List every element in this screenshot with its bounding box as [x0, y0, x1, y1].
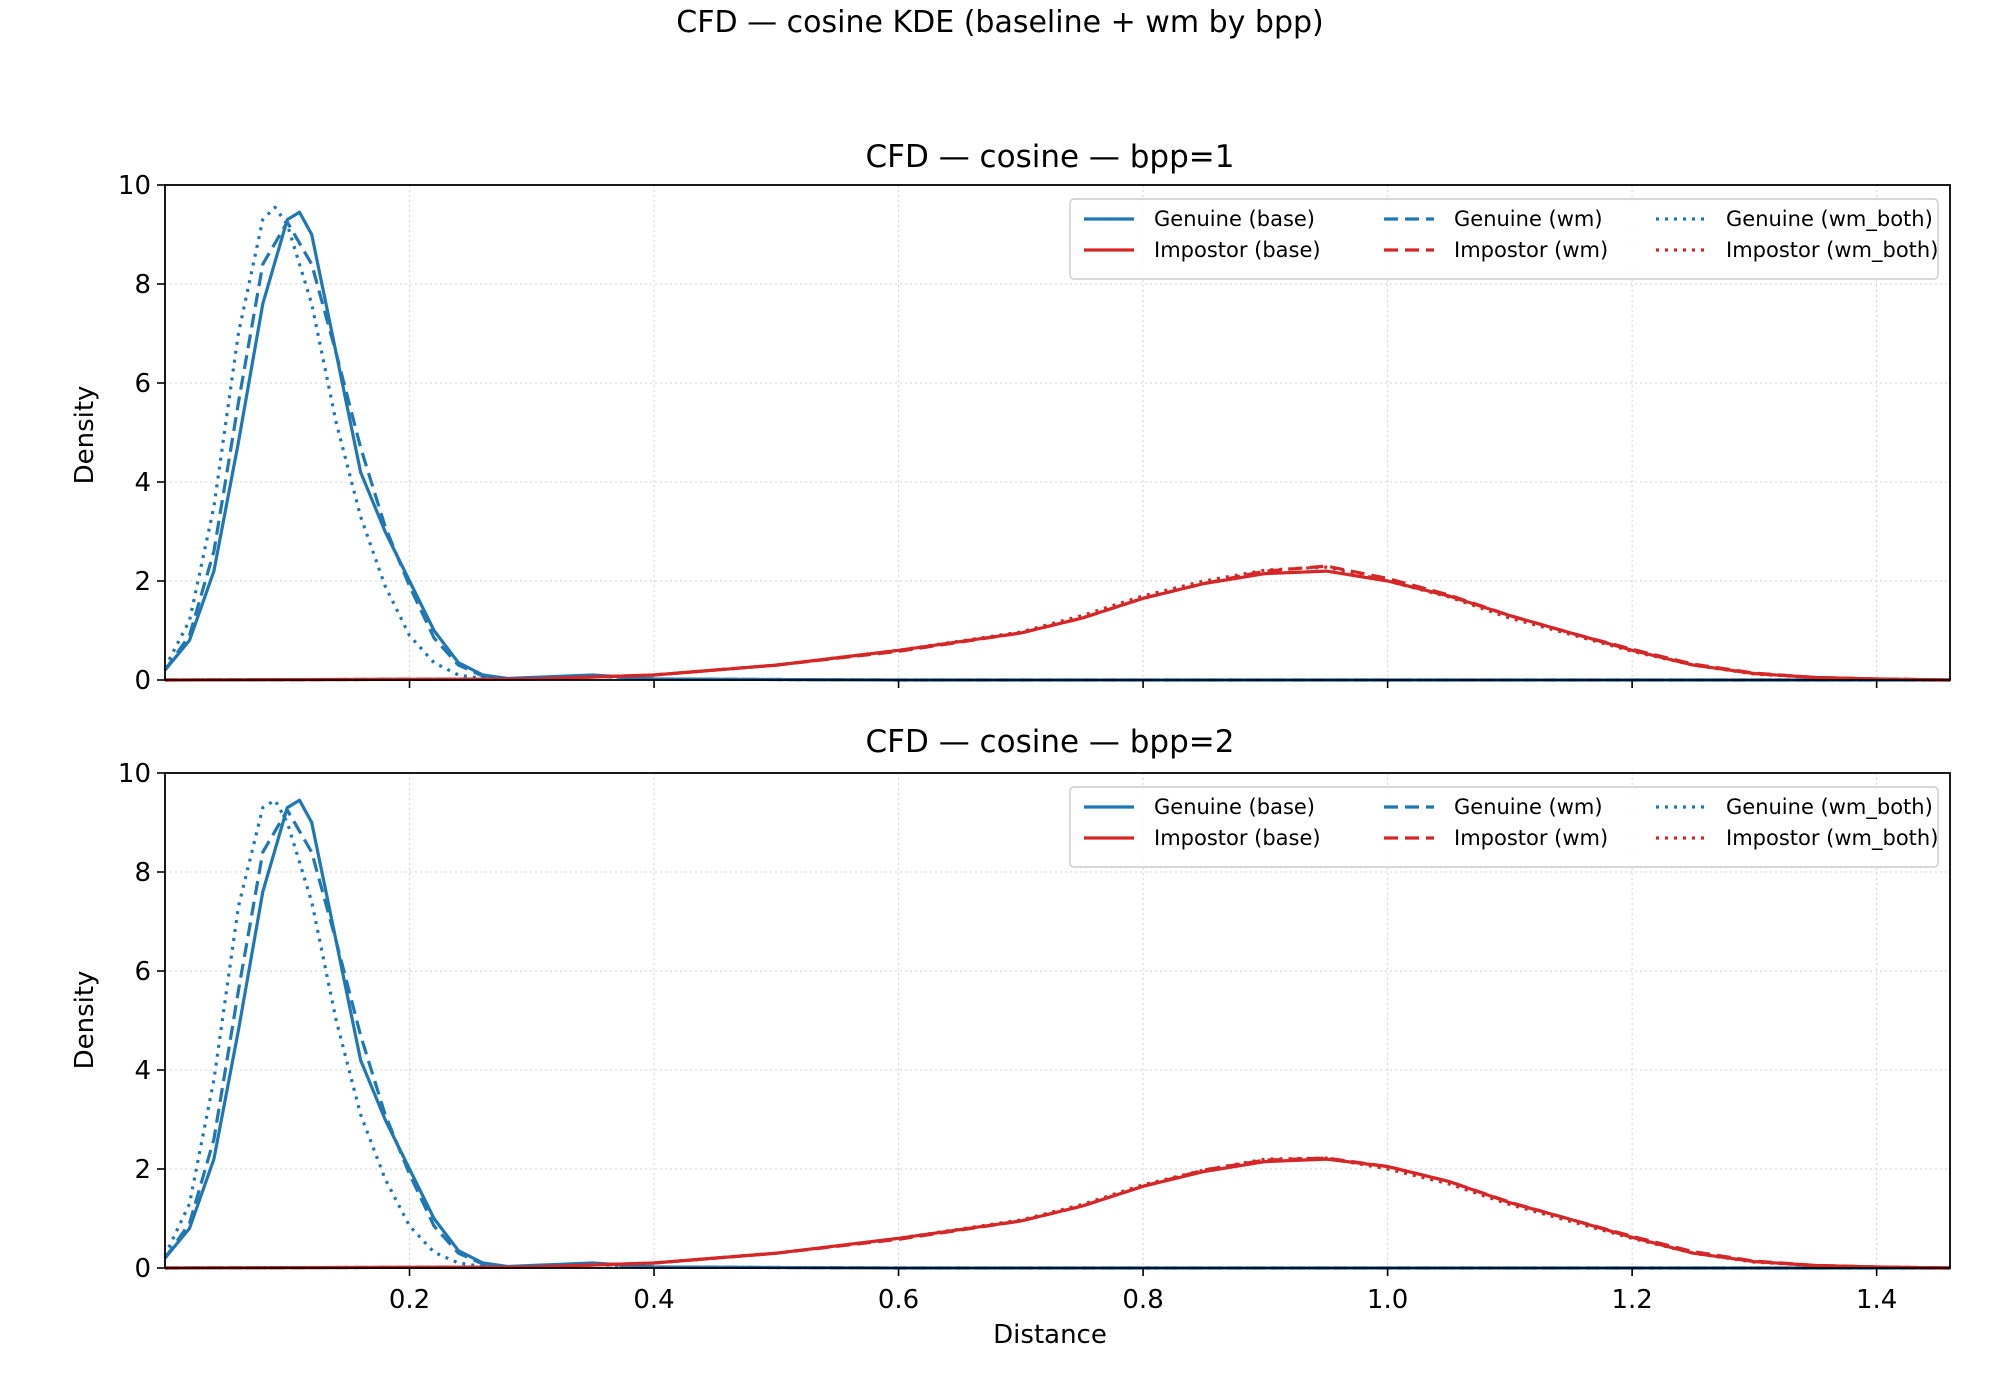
y-tick-label: 8 [134, 270, 151, 300]
y-tick-label: 10 [118, 171, 151, 201]
y-tick-label: 10 [118, 759, 151, 789]
y-tick-label: 4 [134, 468, 151, 498]
legend-label: Impostor (wm_both) [1726, 826, 1938, 851]
figure-suptitle: CFD — cosine KDE (baseline + wm by bpp) [676, 5, 1324, 40]
series-line-genuine-base [163, 798, 1950, 1270]
legend-label: Genuine (wm) [1454, 795, 1603, 819]
x-axis-label: Distance [993, 1320, 1107, 1350]
legend-label: Genuine (base) [1154, 207, 1315, 231]
legend-label: Impostor (wm_both) [1726, 238, 1938, 263]
series-line-genuine-wm-both [163, 798, 1950, 1270]
y-tick-label: 8 [134, 858, 151, 888]
axes-frame [164, 184, 1951, 681]
series-line-impostor-wm-both [164, 565, 1951, 682]
y-tick-label: 4 [134, 1056, 151, 1086]
x-tick-label: 1.2 [1611, 1285, 1652, 1315]
legend-label: Genuine (wm_both) [1726, 795, 1933, 820]
x-tick-label: 0.4 [633, 1285, 674, 1315]
series-line-impostor-wm [164, 1156, 1951, 1270]
legend: Genuine (base) Impostor (base) Genuine (wm… [1069, 786, 1939, 868]
y-tick-label: 6 [134, 957, 151, 987]
y-tick-label: 0 [134, 666, 151, 696]
legend-label: Genuine (wm_both) [1726, 207, 1933, 232]
series-line-genuine-base [163, 210, 1950, 682]
legend-label: Genuine (wm) [1454, 207, 1603, 231]
subplot-title: CFD — cosine — bpp=1 [866, 139, 1235, 175]
y-tick-label: 0 [134, 1254, 151, 1284]
legend-label: Impostor (base) [1154, 238, 1321, 262]
y-tick-label: 2 [134, 1155, 151, 1185]
legend: Genuine (base) Impostor (base) Genuine (wm… [1069, 198, 1939, 280]
y-axis-label: Density [70, 971, 100, 1070]
subplot-bpp1: CFD — cosine — bpp=1 Density 0 2 4 6 8 10 Genu… [70, 139, 1951, 696]
x-tick-label: 1.4 [1856, 1285, 1897, 1315]
subplot-title: CFD — cosine — bpp=2 [866, 724, 1235, 760]
legend-label: Impostor (wm) [1454, 238, 1608, 262]
y-tick-label: 2 [134, 567, 151, 597]
legend-label: Genuine (base) [1154, 795, 1315, 819]
series-line-genuine-wm [163, 220, 1950, 682]
subplot-bpp2: CFD — cosine — bpp=2 Density Distance 0 2… [70, 724, 1951, 1350]
x-tick-label: 0.2 [389, 1285, 430, 1315]
series-line-impostor-wm [164, 564, 1951, 682]
axes-frame [164, 772, 1951, 1269]
y-tick-label: 6 [134, 369, 151, 399]
x-tick-label: 0.8 [1122, 1285, 1163, 1315]
x-tick-label: 0.6 [878, 1285, 919, 1315]
legend-frame [1069, 198, 1939, 280]
x-tick-label: 1.0 [1367, 1285, 1408, 1315]
series-line-impostor-wm-both [164, 1156, 1951, 1270]
legend-frame [1069, 786, 1939, 868]
legend-label: Impostor (wm) [1454, 826, 1608, 850]
y-axis-label: Density [70, 386, 100, 485]
legend-label: Impostor (base) [1154, 826, 1321, 850]
series-line-genuine-wm [163, 808, 1950, 1270]
